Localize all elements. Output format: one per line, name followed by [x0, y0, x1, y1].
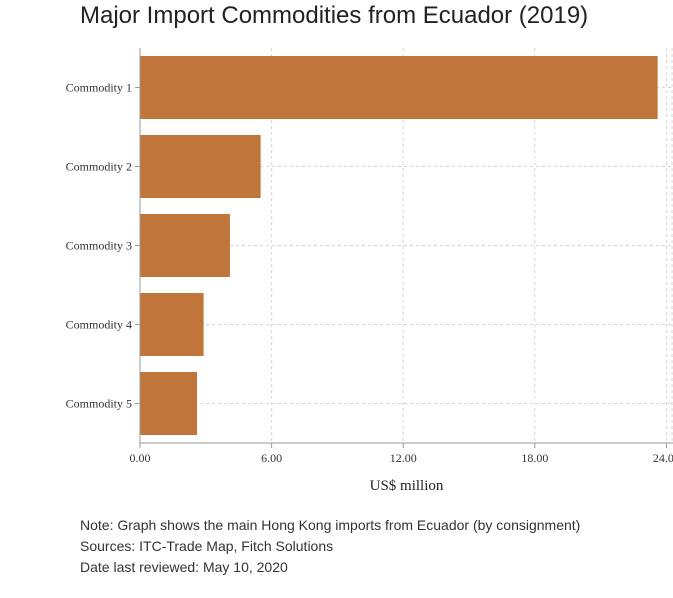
note-text: Note: Graph shows the main Hong Kong imp… [80, 517, 581, 533]
chart-notes: Note: Graph shows the main Hong Kong imp… [80, 515, 580, 578]
x-tick-label: 18.00 [521, 451, 548, 465]
bar-chart: Commodity 1 Commodity 2 Commodity 3 Commodi… [66, 48, 673, 494]
bar [140, 135, 261, 198]
sources-text: Sources: ITC-Trade Map, Fitch Solutions [80, 538, 334, 554]
y-tick-label: Commodity 1 [66, 81, 132, 95]
x-tick-label: 6.00 [261, 451, 282, 465]
chart-title: Major Import Commodities from Ecuador (2… [80, 2, 589, 29]
y-tick-label: Commodity 3 [66, 239, 132, 253]
x-tick-label: 24.00 [653, 451, 673, 465]
y-tick-label: Commodity 4 [66, 318, 132, 332]
x-tick-label: 0.00 [130, 451, 151, 465]
x-axis-label: US$ million [370, 478, 444, 494]
y-tick-label: Commodity 2 [66, 160, 132, 174]
x-tick-label: 12.00 [390, 451, 417, 465]
bar [140, 293, 204, 356]
y-tick-label: Commodity 5 [66, 397, 132, 411]
bar [140, 372, 198, 435]
date-reviewed-text: Date last reviewed: May 10, 2020 [80, 559, 288, 575]
bar [140, 214, 230, 277]
bar [140, 56, 658, 119]
